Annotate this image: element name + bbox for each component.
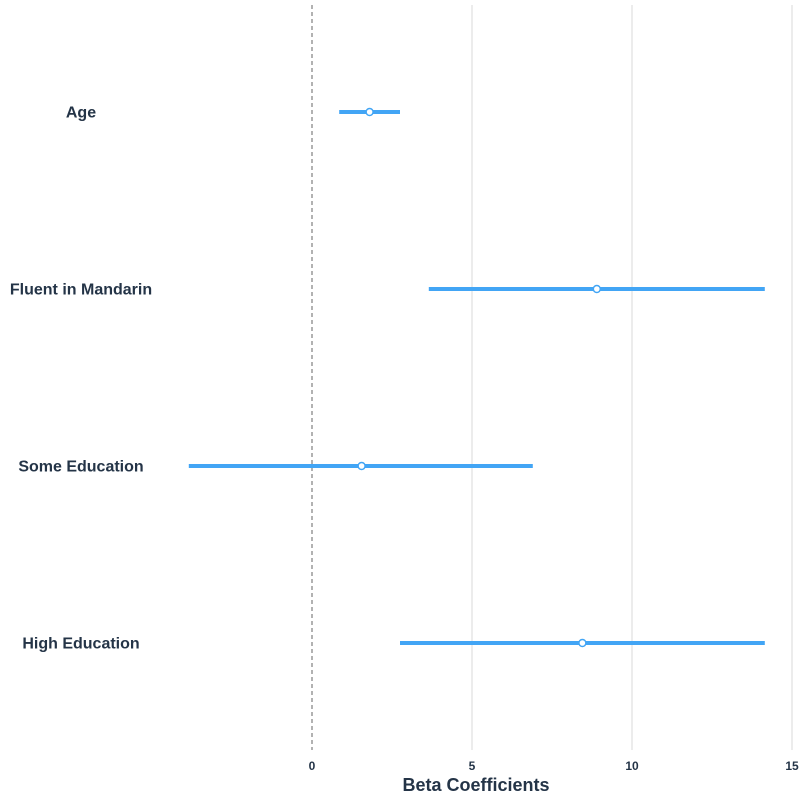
coefficient-series	[188, 107, 765, 648]
gridlines	[471, 5, 793, 750]
x-tick-label-0: 0	[309, 759, 316, 773]
category-label-age: Age	[66, 105, 96, 122]
category-label-some-education: Some Education	[18, 459, 143, 476]
estimate-point-fluent-in-mandarin	[592, 284, 602, 294]
x-axis-title: Beta Coefficients	[402, 775, 549, 795]
category-label-fluent-in-mandarin: Fluent in Mandarin	[10, 282, 152, 299]
category-label-high-education: High Education	[22, 636, 139, 653]
estimate-point-some-education	[357, 461, 366, 471]
x-tick-label-5: 5	[469, 759, 476, 773]
estimate-point-age	[365, 107, 374, 117]
estimate-point-high-education	[578, 638, 587, 648]
x-tick-label-15: 15	[785, 759, 799, 773]
x-axis-ticks: 0 5 10 15	[309, 759, 799, 773]
category-labels: Age Fluent in Mandarin Some Education High …	[10, 105, 152, 653]
x-tick-label-10: 10	[625, 759, 639, 773]
